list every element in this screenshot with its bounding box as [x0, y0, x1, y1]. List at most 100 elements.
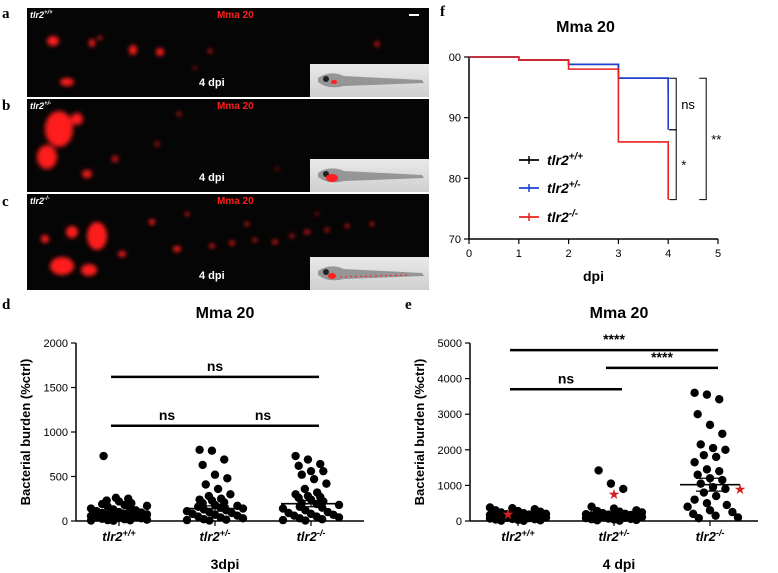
category-label: tlr2-/-	[696, 528, 725, 544]
y-tick-label: 80	[449, 173, 461, 185]
panel-letter-a: a	[2, 6, 10, 22]
larva-inset-image	[310, 257, 429, 290]
genotype-label: tlr2+/-	[30, 101, 52, 111]
data-point	[238, 514, 248, 523]
y-tick-label: 4000	[438, 374, 462, 386]
category-label: tlr2+/-	[199, 528, 230, 544]
chart-title: Mma 20	[196, 305, 255, 322]
legend-label: tlr2-/-	[547, 208, 578, 225]
fluorescence-image-c: tlr2-/- Mma 20 4 dpi	[27, 194, 429, 290]
x-axis-label: 4 dpi	[603, 556, 636, 572]
panel-letter-d: d	[2, 297, 11, 313]
data-point	[733, 513, 743, 522]
data-point	[297, 470, 306, 479]
dpi-label: 4 dpi	[199, 77, 225, 89]
data-point	[205, 516, 214, 525]
data-point	[702, 499, 712, 508]
data-point	[699, 488, 709, 497]
data-point	[690, 388, 699, 398]
category-label: tlr2-/-	[297, 528, 326, 544]
strain-label: Mma 20	[217, 196, 254, 207]
y-tick-label: 0	[62, 516, 68, 528]
data-point	[198, 460, 207, 470]
y-axis-label: Bacterial burden (%ctrl)	[18, 359, 33, 506]
data-point	[615, 516, 624, 525]
representative-star: ★	[734, 481, 747, 497]
data-point	[318, 503, 327, 512]
data-point	[722, 500, 731, 510]
representative-star: ★	[608, 486, 621, 502]
data-point	[632, 515, 641, 525]
x-tick-label: 0	[466, 248, 472, 260]
survival-chart: Mma 20708090100012345dpiPercent survival…	[448, 19, 721, 284]
significance-label: ns	[681, 97, 695, 112]
burden-chart-3dpi: Mma 20 0 500 1000 1500 2000 Bacterial burden (…	[18, 305, 364, 572]
x-tick-label: 4	[665, 248, 671, 260]
significance-label: ****	[603, 331, 625, 347]
data-point	[721, 484, 730, 494]
data-point	[223, 474, 232, 483]
data-point	[619, 484, 628, 494]
data-point	[226, 490, 235, 499]
category-label: tlr2+/-	[598, 528, 629, 544]
data-point	[690, 495, 699, 504]
significance-label: **	[711, 132, 721, 147]
data-point	[306, 495, 316, 504]
data-point	[702, 390, 712, 399]
data-point	[696, 440, 705, 449]
genotype-label: tlr2-/-	[30, 196, 50, 206]
data-point	[708, 443, 718, 453]
y-tick-label: 2000	[438, 445, 462, 457]
y-tick-label: 70	[449, 234, 461, 246]
y-tick-label: 1000	[44, 427, 68, 439]
data-point	[142, 501, 152, 511]
x-tick-label: 3	[615, 248, 621, 260]
y-tick-label: 3000	[438, 409, 462, 421]
data-point	[593, 516, 602, 525]
data-point	[316, 459, 325, 469]
data-point	[694, 513, 703, 523]
data-point	[718, 475, 727, 485]
data-point	[291, 451, 300, 461]
data-point	[306, 466, 316, 476]
significance-label: ns	[159, 407, 176, 423]
data-point	[715, 466, 724, 476]
data-point	[693, 410, 702, 419]
burden-chart-4dpi: Mma 20 0 1000 2000 3000 4000 5000 Bacterial bur…	[412, 305, 758, 572]
significance-label: ****	[651, 349, 673, 365]
x-tick-label: 1	[516, 248, 522, 260]
dpi-label: 4 dpi	[199, 270, 225, 282]
data-point	[690, 458, 699, 467]
data-point	[222, 515, 231, 524]
significance-bracket	[669, 77, 677, 131]
data-point	[303, 455, 313, 464]
data-point	[195, 445, 204, 454]
data-point	[182, 515, 192, 525]
larva-inset-image	[310, 64, 429, 97]
significance-label: ns	[207, 358, 224, 374]
data-point	[702, 465, 712, 474]
larva-inset-image	[310, 159, 429, 192]
panel-letter-e: e	[405, 297, 412, 313]
data-point	[705, 420, 715, 430]
y-tick-label: 0	[456, 516, 462, 528]
data-point	[142, 515, 152, 524]
data-point	[213, 484, 223, 494]
data-point	[711, 511, 720, 520]
survival-line-2	[469, 56, 669, 200]
y-tick-label: 5000	[438, 338, 462, 350]
chart-title: Mma 20	[556, 19, 615, 36]
data-point	[210, 470, 220, 479]
panel-letter-c: c	[2, 194, 9, 210]
data-point	[319, 466, 328, 476]
category-label: tlr2+/+	[501, 528, 535, 544]
data-point	[322, 479, 331, 488]
y-tick-label: 500	[50, 472, 68, 484]
data-point	[606, 479, 616, 488]
data-point	[705, 506, 715, 515]
data-point	[594, 466, 603, 475]
y-axis-label: Bacterial burden (%ctrl)	[412, 359, 427, 506]
data-point	[696, 479, 705, 488]
y-tick-label: 1500	[44, 383, 68, 395]
data-point	[728, 507, 737, 517]
